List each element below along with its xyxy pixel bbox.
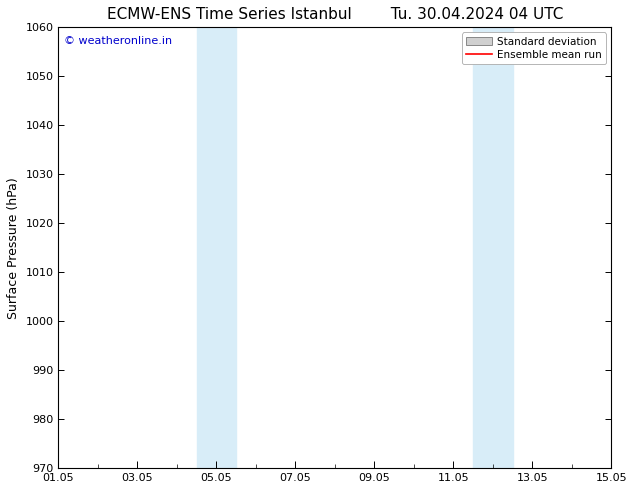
Bar: [473, 27, 493, 468]
Y-axis label: Surface Pressure (hPa): Surface Pressure (hPa): [7, 177, 20, 318]
Legend: Standard deviation, Ensemble mean run: Standard deviation, Ensemble mean run: [462, 32, 606, 64]
Bar: [216, 27, 236, 468]
Title: ECMW-ENS Time Series Istanbul        Tu. 30.04.2024 04 UTC: ECMW-ENS Time Series Istanbul Tu. 30.04.…: [107, 7, 563, 22]
Bar: [197, 27, 216, 468]
Bar: [493, 27, 512, 468]
Text: © weatheronline.in: © weatheronline.in: [64, 36, 172, 46]
